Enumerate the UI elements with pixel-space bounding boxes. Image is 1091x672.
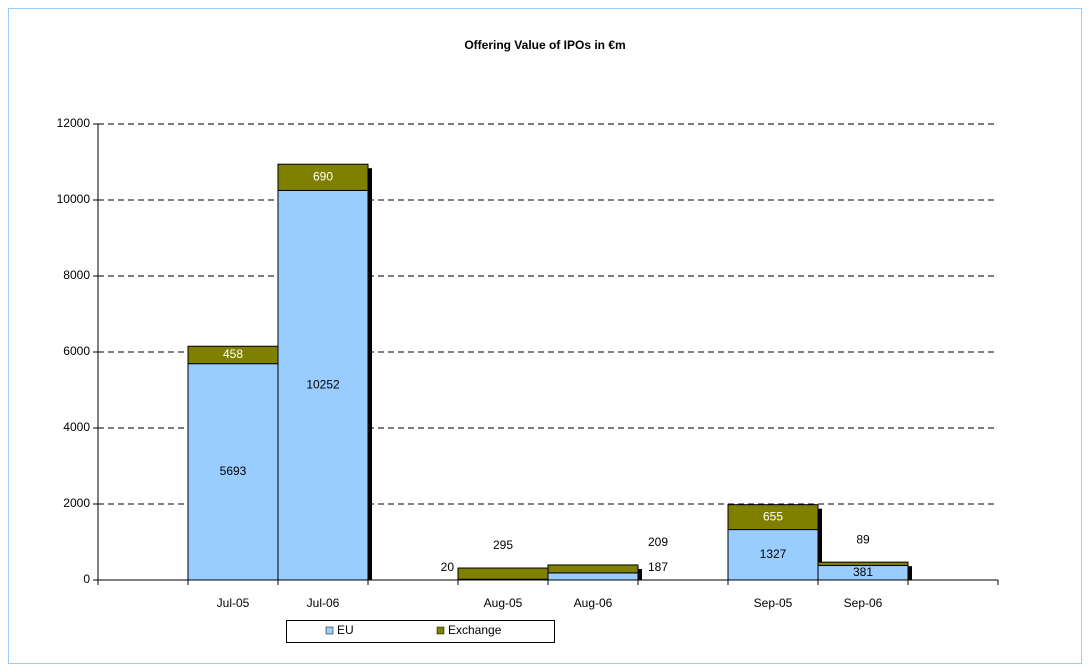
y-tick-label: 12000 xyxy=(57,116,91,130)
y-tick-label: 4000 xyxy=(63,420,90,434)
x-tick-label: Sep-06 xyxy=(844,596,883,610)
legend-label: EU xyxy=(337,623,354,637)
y-tick-label: 0 xyxy=(83,572,90,586)
data-label: 10252 xyxy=(306,377,340,391)
x-tick-label: Jul-06 xyxy=(307,596,340,610)
data-label: 458 xyxy=(223,347,243,361)
y-tick-label: 2000 xyxy=(63,496,90,510)
data-label: 295 xyxy=(493,538,513,552)
bar-segment xyxy=(727,504,819,531)
bar-segment xyxy=(817,561,909,567)
x-tick-label: Aug-05 xyxy=(484,596,523,610)
chart-title: Offering Value of IPOs in €m xyxy=(464,38,625,52)
bar-segment xyxy=(277,163,369,191)
y-tick-label: 6000 xyxy=(63,344,90,358)
x-tick-label: Jul-05 xyxy=(217,596,250,610)
bar-segment xyxy=(547,572,639,581)
x-tick-label: Sep-05 xyxy=(754,596,793,610)
data-label: 381 xyxy=(853,565,873,579)
legend-swatch xyxy=(436,626,445,635)
bar-segment xyxy=(187,363,279,581)
y-tick-label: 8000 xyxy=(63,268,90,282)
bar-segment xyxy=(727,529,819,581)
legend-box xyxy=(286,620,555,643)
bar-segment xyxy=(457,567,549,580)
data-label: 89 xyxy=(856,532,870,546)
data-label: 187 xyxy=(648,560,668,574)
data-label: 1327 xyxy=(760,547,787,561)
data-label: 209 xyxy=(648,535,668,549)
chart-frame xyxy=(8,8,1082,664)
data-label: 655 xyxy=(763,509,783,523)
bar-segment xyxy=(277,189,369,581)
data-label: 20 xyxy=(441,560,455,574)
x-tick-label: Aug-06 xyxy=(574,596,613,610)
data-label: 690 xyxy=(313,169,333,183)
bar-segment xyxy=(547,564,639,574)
legend-swatch xyxy=(325,626,334,635)
y-tick-label: 10000 xyxy=(57,192,91,206)
legend-label: Exchange xyxy=(448,623,502,637)
data-label: 5693 xyxy=(220,464,247,478)
